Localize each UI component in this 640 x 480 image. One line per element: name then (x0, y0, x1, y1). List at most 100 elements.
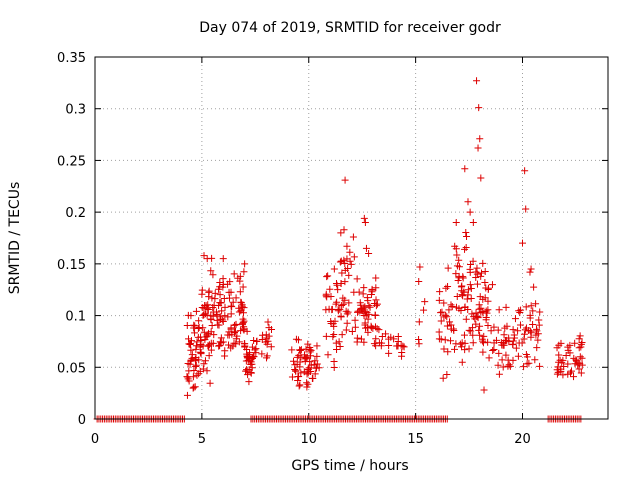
data-point (360, 338, 368, 346)
data-point (235, 308, 243, 316)
data-point (477, 174, 485, 182)
data-point (346, 248, 354, 256)
data-point (337, 312, 345, 320)
data-point (307, 346, 315, 354)
data-point (239, 283, 247, 291)
data-point (509, 337, 517, 345)
data-point (343, 319, 351, 327)
data-point (237, 299, 245, 307)
data-point (347, 260, 355, 268)
data-point (518, 339, 526, 347)
data-point (476, 135, 484, 143)
data-point (533, 327, 541, 335)
data-point (461, 165, 469, 173)
data-point (220, 294, 228, 302)
data-point (330, 357, 338, 365)
data-point (462, 228, 470, 236)
data-point (350, 253, 358, 261)
data-point (313, 352, 321, 360)
data-point (219, 275, 227, 283)
data-point (475, 301, 483, 309)
data-point (215, 285, 223, 293)
data-point (341, 260, 349, 268)
data-point (436, 288, 444, 296)
data-point (311, 370, 319, 378)
data-point (224, 313, 232, 321)
data-point (387, 333, 395, 341)
data-point (336, 305, 344, 313)
data-point (243, 327, 251, 335)
data-point (469, 324, 477, 332)
data-point (479, 295, 487, 303)
data-point (219, 255, 227, 263)
data-point (454, 277, 462, 285)
data-point (469, 331, 477, 339)
data-point (474, 314, 482, 322)
data-point (495, 349, 503, 357)
data-point (367, 322, 375, 330)
data-point (353, 275, 361, 283)
data-point (206, 379, 214, 387)
data-point (484, 297, 492, 305)
data-point (453, 293, 461, 301)
data-point (313, 360, 321, 368)
data-point (531, 356, 539, 364)
data-point (520, 330, 528, 338)
data-point (574, 359, 582, 367)
data-point (481, 279, 489, 287)
data-point (527, 329, 535, 337)
data-point (521, 167, 529, 175)
data-point (511, 334, 519, 342)
data-point (441, 336, 449, 344)
data-point (211, 295, 219, 303)
data-point (480, 332, 488, 340)
data-point (263, 354, 271, 362)
y-tick-label: 0.15 (57, 258, 86, 273)
data-point (372, 274, 380, 282)
data-point (448, 302, 456, 310)
tick-labels: 0 0.05 0.1 0.15 0.2 0.25 0.3 0.35 0 5 10 15 20 (57, 51, 531, 447)
data-point (509, 356, 517, 364)
data-point (336, 342, 344, 350)
data-point (361, 218, 369, 226)
data-point (267, 326, 275, 334)
data-point (533, 344, 541, 352)
data-point (201, 301, 209, 309)
data-point (340, 256, 348, 264)
data-point (461, 346, 469, 354)
data-point (373, 300, 381, 308)
data-point (566, 369, 574, 377)
data-point (192, 345, 200, 353)
data-point (555, 358, 563, 366)
data-point (464, 291, 472, 299)
data-point (219, 316, 227, 324)
data-point (499, 363, 507, 371)
data-point (186, 341, 194, 349)
data-point (243, 366, 251, 374)
data-point (296, 346, 304, 354)
data-point (322, 332, 330, 340)
data-point (520, 363, 528, 371)
data-point (221, 312, 229, 320)
data-point (463, 233, 471, 241)
data-point (578, 361, 586, 369)
data-point (295, 351, 303, 359)
data-point (294, 336, 302, 344)
data-point (555, 341, 563, 349)
data-point (456, 340, 464, 348)
data-point (512, 344, 520, 352)
data-point (443, 371, 451, 379)
data-point (362, 244, 370, 252)
data-point (190, 321, 198, 329)
data-point (200, 252, 208, 260)
data-point (217, 334, 225, 342)
data-point (250, 337, 258, 345)
data-point (371, 311, 379, 319)
y-tick-label: 0.05 (57, 361, 86, 376)
data-point (459, 292, 467, 300)
data-point (290, 357, 298, 365)
data-point (394, 332, 402, 340)
data-point (218, 307, 226, 315)
data-point (232, 321, 240, 329)
data-point (209, 339, 217, 347)
